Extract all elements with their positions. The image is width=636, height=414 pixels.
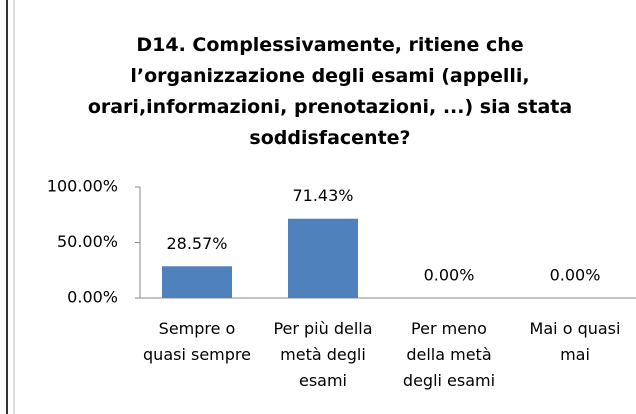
x-tick-label: Sempre o quasi sempre	[143, 319, 251, 364]
data-label: 28.57%	[166, 234, 227, 253]
y-tick-label: 50.00%	[57, 232, 118, 251]
x-tick-label: Per più della metà degli esami	[273, 319, 373, 390]
bar	[288, 218, 358, 298]
chart-title: D14. Complessivamente, ritiene che l’org…	[87, 34, 573, 149]
y-tick-label: 100.00%	[47, 177, 118, 196]
data-label: 0.00%	[550, 266, 601, 285]
bar	[162, 266, 232, 298]
data-label: 71.43%	[292, 186, 353, 205]
x-tick-label: Per meno della metà degli esami	[402, 319, 496, 390]
y-tick-label: 0.00%	[67, 288, 118, 307]
data-label: 0.00%	[424, 266, 475, 285]
x-tick-label: Mai o quasi mai	[529, 319, 621, 364]
